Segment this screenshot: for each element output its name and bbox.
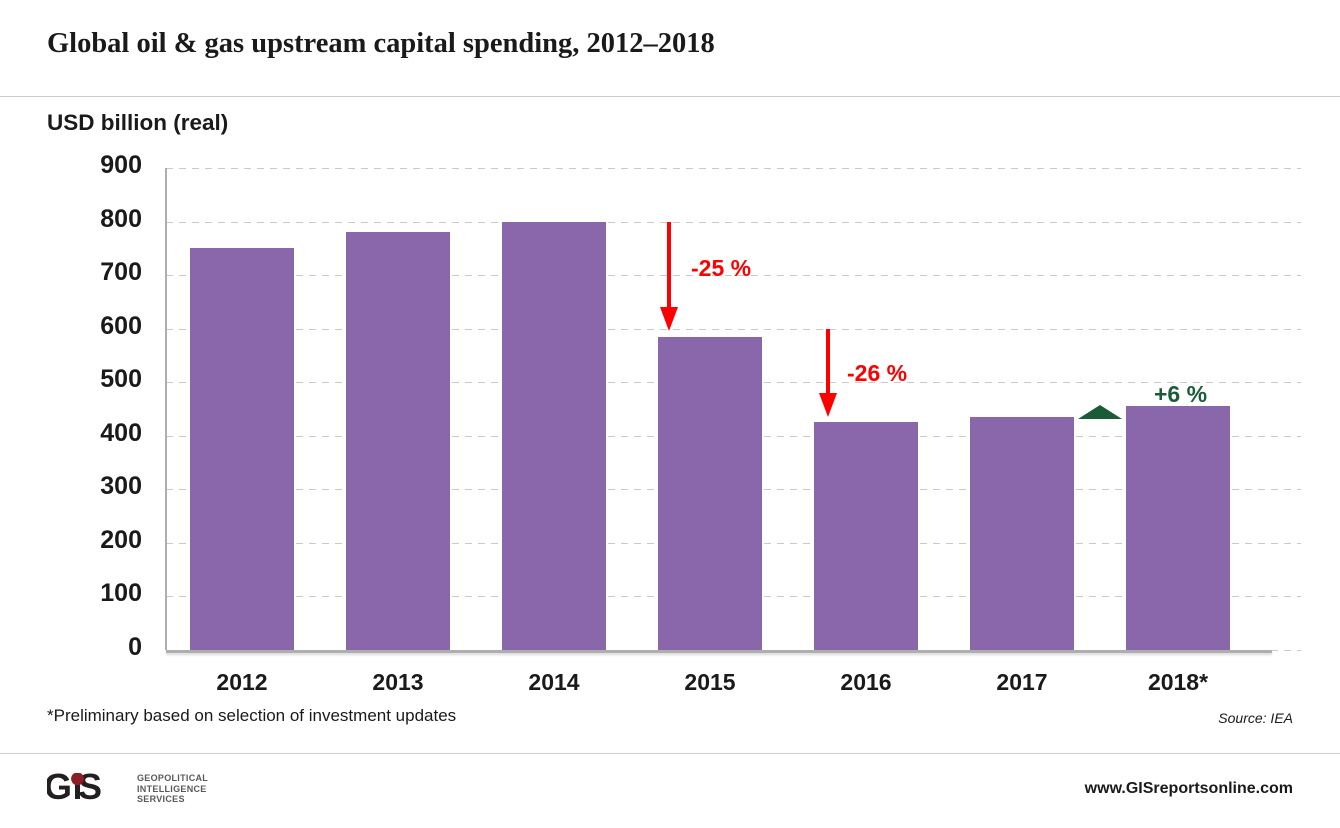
svg-text:G: G <box>47 773 70 804</box>
